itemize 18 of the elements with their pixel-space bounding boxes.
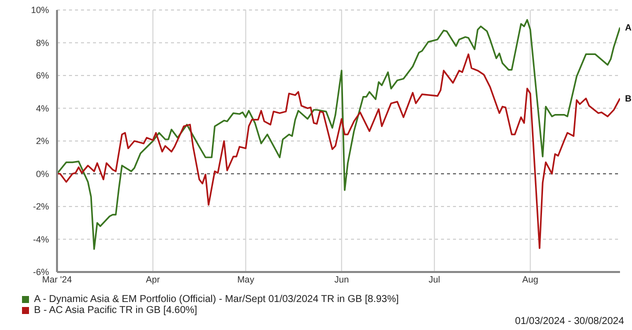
text: 01/03/2024 - 30/08/2024 — [515, 316, 624, 327]
y-tick-label: 6% — [36, 70, 49, 81]
x-tick-label: Jun — [334, 274, 349, 284]
legend-label: A - Dynamic Asia & EM Portfolio (Official) - Mar/Sept 01/03/2024 TR in GB [8.93%] — [34, 294, 399, 305]
x-tick-label: May — [237, 274, 255, 284]
y-tick-label: -4% — [32, 234, 49, 244]
y-tick-label: 0% — [36, 168, 49, 179]
x-tick-label: Apr — [146, 274, 160, 284]
y-tick-label: -2% — [32, 202, 49, 212]
y-tick-label: 2% — [36, 136, 49, 146]
legend-label: B - AC Asia Pacific TR in GB [4.60%] — [34, 305, 198, 316]
y-tick-label: 8% — [36, 38, 49, 48]
y-tick-label: 4% — [36, 103, 49, 114]
y-tick-label: 10% — [30, 5, 49, 16]
annotation: B — [625, 94, 632, 104]
x-tick-label: Aug — [522, 274, 538, 284]
x-tick-label: Jul — [428, 274, 440, 284]
annotation: A — [625, 22, 632, 33]
